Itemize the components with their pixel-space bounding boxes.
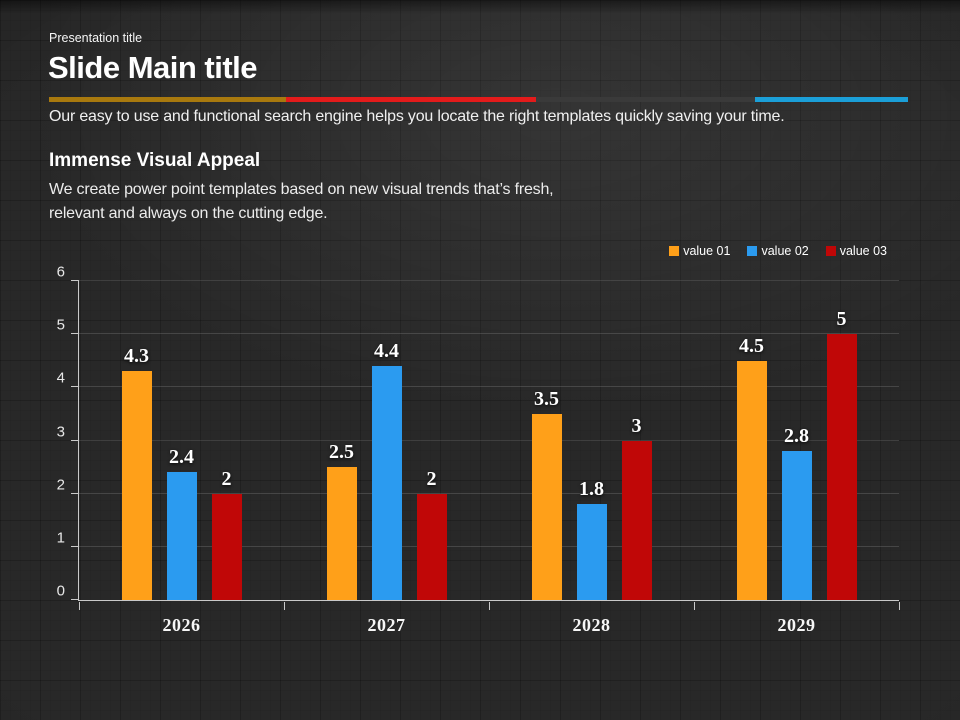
x-axis-tick <box>489 601 490 610</box>
x-axis-tick <box>899 601 900 610</box>
y-axis-tick <box>71 599 79 600</box>
bar-group-2026: 4.3 2.4 2 <box>121 281 242 600</box>
bar-value-label: 4.5 <box>739 334 764 357</box>
x-axis-tick <box>79 601 80 610</box>
bar-column: 4.5 <box>736 334 767 600</box>
bar-column: 2.8 <box>781 425 812 600</box>
legend-swatch-icon <box>747 246 758 256</box>
x-category-label-2027: 2027 <box>367 615 406 635</box>
bar-column: 4.4 <box>371 340 402 600</box>
bar-value-03-2029 <box>826 334 857 600</box>
presentation-kicker: Presentation title <box>49 31 143 45</box>
y-axis-label: 2 <box>56 476 65 494</box>
chart-legend: value 01 value 02 value 03 <box>669 244 887 258</box>
y-axis-tick <box>71 545 79 547</box>
legend-swatch-icon <box>825 246 836 256</box>
divider-segment-red <box>286 97 537 102</box>
title-divider <box>49 97 908 102</box>
y-axis-label: 1 <box>56 529 65 547</box>
bar-column: 2 <box>416 467 447 600</box>
bar-value-03-2026 <box>211 493 242 600</box>
y-axis-label: 6 <box>56 263 65 281</box>
bar-value-01-2029 <box>736 360 767 600</box>
bar-column: 3 <box>621 414 652 600</box>
divider-segment-dark-gray <box>536 97 756 102</box>
x-category-label-2026: 2026 <box>162 615 201 635</box>
y-axis-tick <box>71 280 79 281</box>
section-heading: Immense Visual Appeal <box>49 150 261 171</box>
bar-value-label: 4.4 <box>374 340 399 363</box>
bar-value-label: 1.8 <box>579 478 604 501</box>
y-axis-tick <box>71 386 79 388</box>
bar-group-2027: 2.5 4.4 2 <box>326 281 447 600</box>
bar-value-01-2027 <box>326 467 357 600</box>
bar-value-label: 2.4 <box>169 446 194 469</box>
bar-chart-plot-area: value 01 value 02 value 03 0 1 2 3 4 5 6 4.3 2.4 2 2… <box>57 244 900 635</box>
slide-subtitle: Our easy to use and functional search en… <box>49 108 785 125</box>
bar-column: 5 <box>826 308 857 600</box>
gridline-y3 <box>79 439 899 441</box>
legend-item-3: value 03 <box>825 244 887 258</box>
bar-value-label: 5 <box>836 308 847 331</box>
legend-label: value 01 <box>683 244 731 258</box>
bar-value-02-2027 <box>371 366 402 600</box>
bar-value-03-2028 <box>621 440 652 600</box>
bar-column: 2 <box>211 467 242 600</box>
divider-segment-blue <box>755 97 908 102</box>
bar-value-label: 3.5 <box>534 387 559 410</box>
legend-item-1: value 01 <box>669 244 730 258</box>
bar-column: 2.5 <box>326 441 357 600</box>
x-category-label-2028: 2028 <box>572 615 611 635</box>
y-axis-tick <box>71 439 79 441</box>
bar-value-02-2029 <box>781 451 812 600</box>
bar-value-02-2026 <box>166 472 197 600</box>
bar-value-label: 4.3 <box>124 345 149 368</box>
bar-value-label: 2.5 <box>329 441 354 464</box>
gridline-y6 <box>79 280 899 281</box>
bar-group-2029: 4.5 2.8 5 <box>736 281 857 600</box>
bar-column: 2.4 <box>166 446 197 600</box>
divider-segment-gold <box>49 97 287 102</box>
bar-value-01-2026 <box>121 371 152 600</box>
gridline-y5 <box>79 333 899 335</box>
x-axis-tick <box>694 601 695 610</box>
bar-value-02-2028 <box>576 504 607 600</box>
bar-value-label: 2 <box>221 467 232 490</box>
y-axis-label: 0 <box>56 582 65 600</box>
y-axis-tick <box>71 492 79 494</box>
bar-value-label: 2.8 <box>784 425 809 448</box>
bar-value-label: 3 <box>631 414 642 437</box>
gridline-y2 <box>79 492 899 494</box>
slide-title: Slide Main title <box>48 50 258 85</box>
bar-value-01-2028 <box>531 413 562 600</box>
y-axis-tick <box>71 333 79 335</box>
bar-column: 1.8 <box>576 478 607 600</box>
y-axis-label: 5 <box>56 316 65 334</box>
legend-label: value 02 <box>761 244 809 258</box>
bar-group-2028: 3.5 1.8 3 <box>531 281 652 600</box>
bar-column: 4.3 <box>121 345 152 600</box>
legend-swatch-icon <box>669 246 680 256</box>
x-axis-tick <box>284 601 285 610</box>
y-axis-label: 4 <box>56 369 65 387</box>
bar-value-label: 2 <box>426 467 437 490</box>
legend-item-2: value 02 <box>747 244 809 258</box>
bar-value-03-2027 <box>416 493 447 600</box>
gridline-y1 <box>79 545 899 547</box>
y-axis-label: 3 <box>56 423 65 440</box>
legend-label: value 03 <box>839 244 887 258</box>
gridline-y4 <box>79 386 899 388</box>
bar-column: 3.5 <box>531 387 562 600</box>
x-category-label-2029: 2029 <box>777 615 816 635</box>
section-body: We create power point templates based on… <box>49 181 554 222</box>
